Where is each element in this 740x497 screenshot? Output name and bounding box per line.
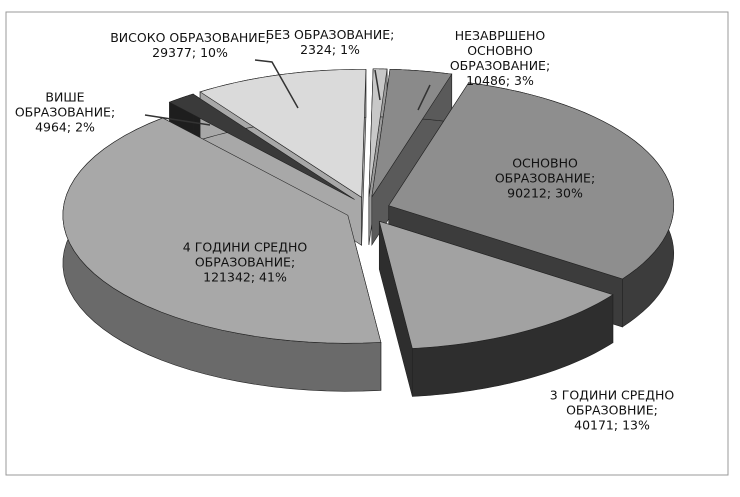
leader-line [374,69,381,101]
value-label: 90212; 30% [507,185,583,201]
category-label: ВИСОКО ОБРАЗОВАНИЕ; [110,30,270,45]
data-label: ВИШЕ ОБРАЗОВАНИЕ; 4964; 2% [0,90,130,135]
category-label: 4 ГОДИНИ СРЕДНО ОБРАЗОВАНИЕ; [182,239,308,270]
data-label: 3 ГОДИНИ СРЕДНО ОБРАЗОВНИЕ; 40171; 13% [547,388,677,433]
leader-line [417,84,431,111]
data-label: 4 ГОДИНИ СРЕДНО ОБРАЗОВАНИЕ; 121342; 41% [180,240,310,285]
pie-slice [371,68,453,198]
data-label: ОСНОВНО ОБРАЗОВАНИЕ; 90212; 30% [465,156,625,201]
chart-frame [5,11,729,476]
pie-slice [388,82,675,280]
value-label: 29377; 10% [152,45,228,60]
value-label: 121342; 41% [203,269,287,285]
value-label: 40171; 13% [574,417,650,433]
data-label: БЕЗ ОБРАЗОВАНИЕ; 2324; 1% [250,27,410,57]
pie-slice [368,68,388,197]
data-label: ВИСОКО ОБРАЗОВАНИЕ; 29377; 10% [110,30,270,60]
pie-slice [62,117,382,344]
category-label: НЕЗАВРШЕНО ОСНОВНО ОБРАЗОВАНИЕ; [449,28,551,73]
category-label: ОСНОВНО ОБРАЗОВАНИЕ; [494,155,596,186]
leader-lines [144,59,431,126]
value-label: 10486; 3% [466,73,534,88]
leader-line [254,59,299,109]
category-label: БЕЗ ОБРАЗОВАНИЕ; [265,27,395,42]
pie-slice [168,93,355,200]
value-label: 2324; 1% [300,42,360,57]
category-label: ВИШЕ ОБРАЗОВАНИЕ; [14,89,116,120]
pie-slice [378,220,614,349]
category-label: 3 ГОДИНИ СРЕДНО ОБРАЗОВНИЕ; [549,387,675,418]
leader-line [144,114,211,126]
data-label: НЕЗАВРШЕНО ОСНОВНО ОБРАЗОВАНИЕ; 10486; 3% [435,28,565,88]
value-label: 4964; 2% [35,119,95,135]
slice-tops [62,68,675,349]
